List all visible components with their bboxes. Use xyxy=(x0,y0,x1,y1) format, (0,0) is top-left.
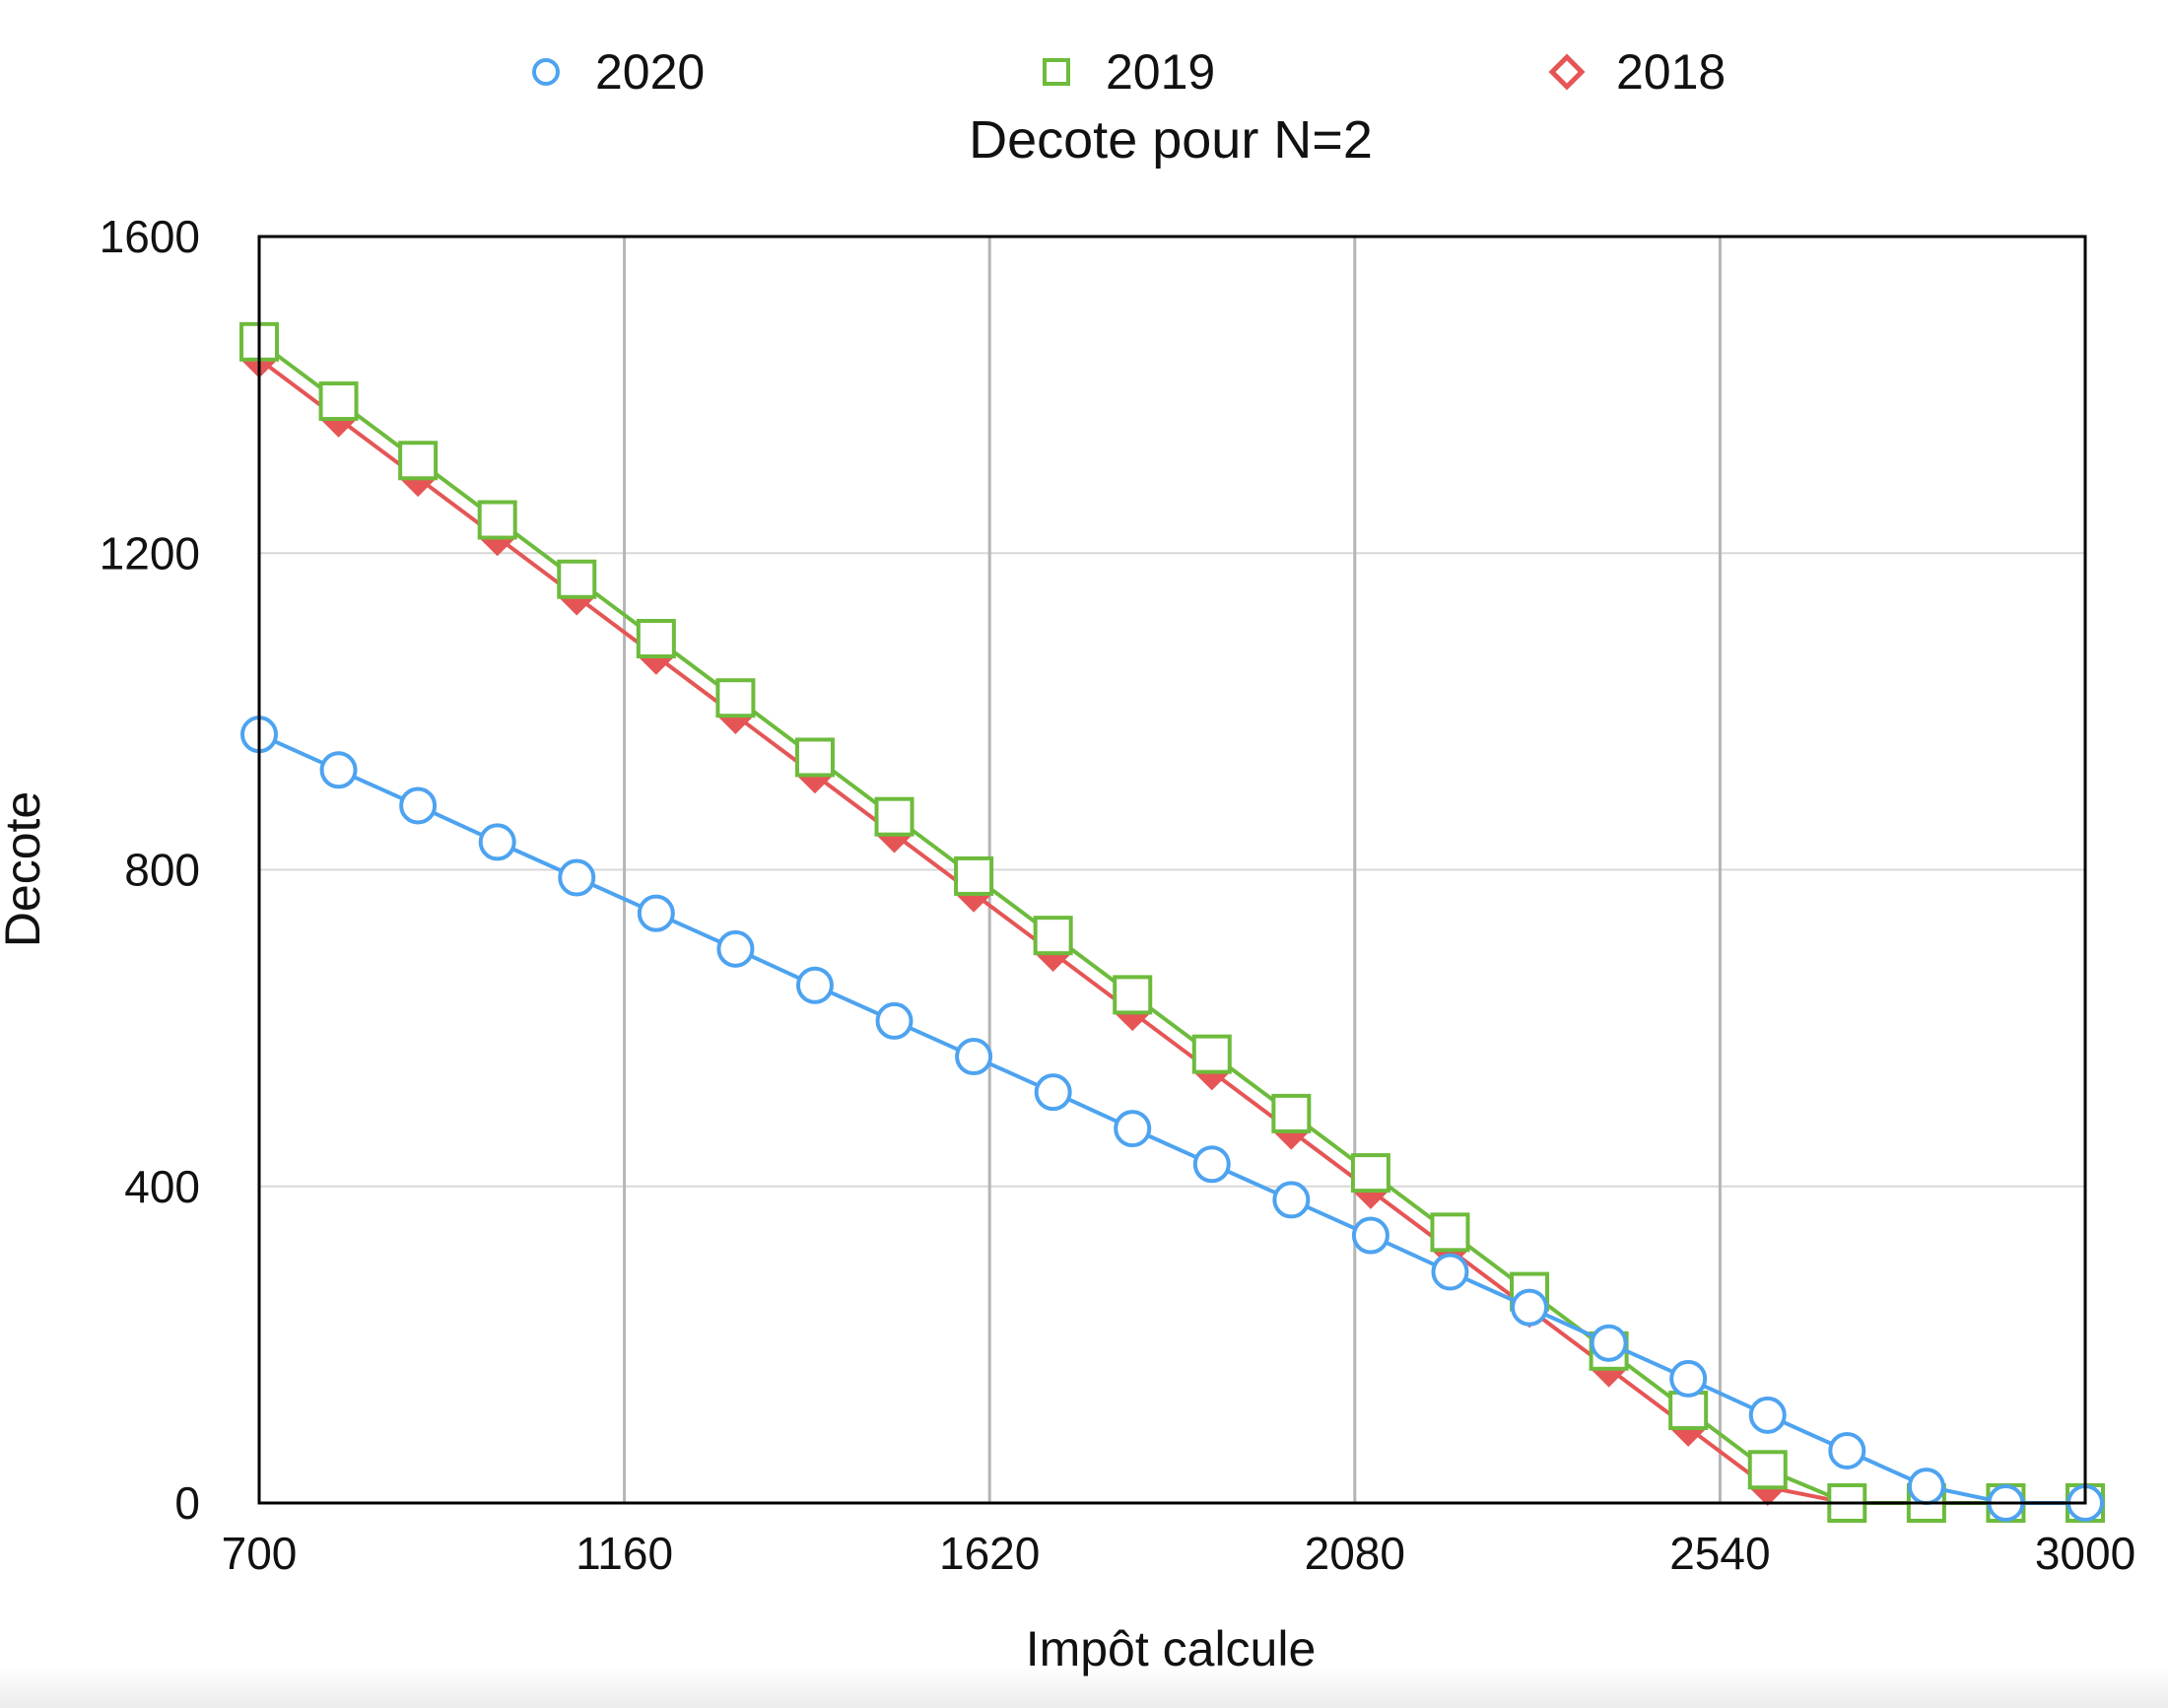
series-line-2018 xyxy=(257,357,2085,1505)
data-point-2020 xyxy=(1431,1253,1469,1291)
legend-circle-icon xyxy=(532,58,560,86)
data-point-2019 xyxy=(318,381,359,422)
legend-label: 2019 xyxy=(1106,44,1215,100)
legend-item-2018: 2018 xyxy=(1548,44,1726,100)
legend: 2020 2019 2018 xyxy=(532,44,1726,100)
legend-diamond-icon xyxy=(1548,53,1586,91)
y-tick-label: 800 xyxy=(124,845,200,896)
data-point-2019 xyxy=(477,500,517,540)
data-point-2020 xyxy=(1272,1181,1311,1219)
data-point-2019 xyxy=(1747,1450,1788,1490)
legend-square-icon xyxy=(1043,58,1070,86)
data-point-2020 xyxy=(955,1038,993,1076)
grid xyxy=(259,237,2085,1503)
data-point-2020 xyxy=(1748,1396,1787,1434)
data-point-2019 xyxy=(398,441,439,481)
y-tick-label: 1600 xyxy=(100,211,200,262)
legend-label: 2018 xyxy=(1616,44,1726,100)
data-point-2019 xyxy=(1033,916,1073,956)
data-point-2020 xyxy=(637,894,675,932)
legend-item-2019: 2019 xyxy=(1043,44,1215,100)
data-point-2019 xyxy=(954,855,994,896)
x-tick-label: 1620 xyxy=(939,1528,1040,1579)
x-tick-label: 2540 xyxy=(1669,1528,1770,1579)
legend-item-2020: 2020 xyxy=(532,44,705,100)
plot-frame xyxy=(257,235,2087,1505)
data-point-2019 xyxy=(794,737,835,778)
data-point-2020 xyxy=(1669,1359,1708,1398)
series-line-2019 xyxy=(257,340,2085,1505)
data-point-2020 xyxy=(558,858,596,897)
series-2018 xyxy=(239,340,2105,1523)
data-point-2020 xyxy=(1828,1431,1866,1469)
data-point-2020 xyxy=(319,751,358,789)
x-tick-label: 700 xyxy=(222,1528,298,1579)
tick-labels: 0 400 800 1200 1600 700 1160 1620 2080 2540 3000 xyxy=(100,211,2136,1579)
data-point-2020 xyxy=(478,823,516,861)
x-tick-label: 3000 xyxy=(2035,1528,2135,1579)
data-point-2020 xyxy=(1351,1216,1389,1255)
data-point-2019 xyxy=(1191,1034,1232,1074)
x-tick-label: 1160 xyxy=(576,1528,673,1579)
data-point-2020 xyxy=(795,966,834,1004)
data-point-2020 xyxy=(1511,1288,1549,1327)
data-point-2019 xyxy=(874,796,915,837)
data-point-2019 xyxy=(636,618,676,658)
data-point-2020 xyxy=(399,786,438,825)
legend-label: 2020 xyxy=(595,44,705,100)
y-axis-label: Decote xyxy=(0,791,50,947)
data-point-2020 xyxy=(1192,1145,1231,1184)
data-point-2020 xyxy=(1034,1073,1072,1112)
y-tick-label: 0 xyxy=(174,1477,200,1529)
series-2020 xyxy=(240,716,2104,1522)
data-point-2020 xyxy=(716,929,755,968)
y-tick-label: 1200 xyxy=(100,527,200,579)
data-point-2019 xyxy=(715,678,756,718)
data-point-2019 xyxy=(1430,1212,1470,1253)
x-tick-label: 2080 xyxy=(1305,1528,1405,1579)
data-point-2019 xyxy=(1668,1391,1709,1431)
data-point-2020 xyxy=(1590,1324,1628,1362)
data-point-2019 xyxy=(557,559,597,599)
series-group xyxy=(239,321,2105,1523)
data-point-2020 xyxy=(1907,1468,1945,1506)
x-axis-label: Impôt calcule xyxy=(1026,1621,1317,1676)
bottom-fade xyxy=(0,1666,2168,1708)
series-2019 xyxy=(239,321,2105,1523)
data-point-2019 xyxy=(1271,1093,1312,1133)
data-point-2020 xyxy=(1114,1110,1152,1148)
data-point-2019 xyxy=(1113,975,1153,1015)
chart-title: Decote pour N=2 xyxy=(969,110,1373,170)
data-point-2020 xyxy=(875,1001,914,1040)
data-point-2019 xyxy=(1350,1153,1390,1194)
series-line-2020 xyxy=(258,732,2085,1505)
y-tick-label: 400 xyxy=(124,1161,200,1212)
